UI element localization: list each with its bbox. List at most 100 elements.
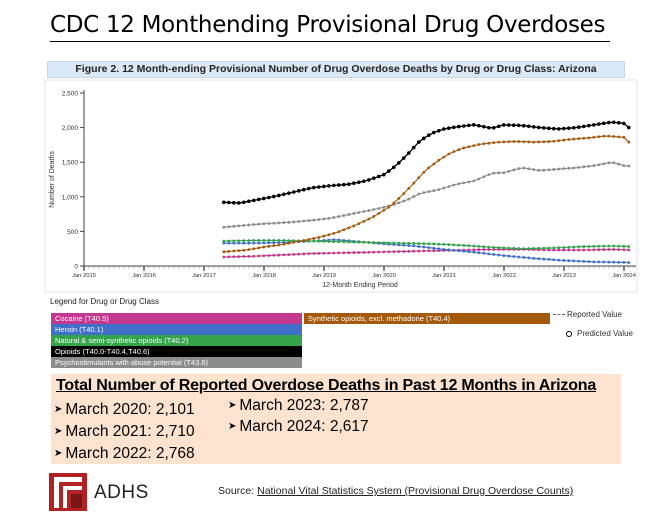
data-point [307, 186, 311, 191]
data-point [577, 259, 581, 263]
data-point [612, 161, 616, 165]
data-point [342, 214, 346, 217]
data-point [322, 217, 326, 221]
data-point [272, 221, 276, 225]
data-point [337, 183, 341, 187]
data-point [407, 197, 411, 201]
data-point [552, 168, 556, 171]
data-point [257, 254, 261, 258]
data-point [457, 124, 461, 129]
data-point [237, 224, 241, 228]
data-point [547, 168, 551, 172]
data-point [502, 246, 506, 250]
data-point [267, 238, 271, 242]
y-tick-label: 0 [74, 264, 78, 271]
data-point [347, 251, 351, 255]
x-tick-label: Jan 2020 [372, 273, 396, 279]
data-point [267, 244, 271, 248]
data-point [577, 248, 581, 252]
data-point [567, 259, 571, 263]
data-point [627, 164, 631, 168]
arrow-icon: ➤ [54, 448, 63, 460]
data-point [422, 245, 426, 249]
data-point [237, 255, 241, 259]
data-point [267, 195, 271, 200]
data-point [287, 191, 291, 195]
data-point [292, 240, 296, 244]
data-point [567, 138, 571, 141]
data-point [332, 231, 336, 235]
data-point [592, 248, 596, 252]
data-point [222, 241, 226, 245]
source-link[interactable]: National Vital Statistics System (Provis… [257, 485, 574, 497]
data-point [527, 256, 531, 260]
data-point [402, 192, 406, 195]
data-point [562, 259, 566, 262]
data-point [437, 247, 441, 251]
data-point [412, 195, 416, 198]
data-point [262, 222, 266, 226]
data-point [577, 166, 581, 169]
data-point [602, 248, 606, 251]
data-point [402, 250, 406, 253]
data-point [372, 241, 376, 244]
data-point [352, 181, 356, 186]
data-point [312, 218, 316, 222]
x-tick-label: Jan 2018 [252, 273, 276, 279]
data-point [497, 171, 501, 175]
data-point [262, 238, 266, 242]
data-point [362, 250, 366, 254]
data-point [487, 141, 491, 145]
data-point [547, 126, 551, 131]
data-point [607, 260, 611, 264]
data-point [407, 244, 411, 247]
data-point [537, 257, 541, 261]
legend-reported-value: Reported Value [553, 310, 622, 319]
data-point [552, 126, 556, 131]
data-point [332, 183, 336, 188]
data-point [582, 245, 586, 248]
data-point [507, 254, 511, 258]
data-point [372, 176, 376, 180]
data-point [327, 233, 331, 237]
data-point [507, 246, 511, 250]
data-point [427, 242, 431, 246]
data-point [252, 254, 256, 258]
data-point [332, 240, 336, 243]
data-point [237, 201, 241, 205]
y-tick-label: 500 [67, 229, 78, 236]
data-point [232, 224, 236, 228]
data-point [607, 120, 611, 125]
data-point [347, 213, 351, 216]
data-point [427, 190, 431, 194]
data-point [302, 219, 306, 223]
data-point [357, 180, 361, 185]
data-point [547, 258, 551, 261]
data-point [557, 248, 561, 252]
legend-item-cocaine: Cocaine (T40.5) [51, 313, 302, 324]
data-point [392, 250, 396, 254]
data-point [547, 248, 551, 252]
data-point [382, 205, 386, 209]
data-point [412, 145, 416, 150]
data-point [277, 193, 281, 198]
data-point [467, 180, 471, 184]
data-point [257, 241, 261, 245]
data-point [567, 245, 571, 249]
x-tick-label: Jan 2016 [132, 273, 156, 279]
data-point [302, 238, 306, 242]
data-point [297, 239, 301, 243]
data-point [292, 190, 296, 194]
data-point [347, 226, 351, 230]
data-point [352, 251, 356, 254]
data-point [617, 162, 621, 166]
data-point [277, 241, 281, 244]
data-point [402, 243, 406, 247]
data-point [277, 238, 281, 242]
data-point [562, 138, 566, 142]
data-point [502, 254, 506, 257]
data-point [432, 246, 436, 250]
data-point [587, 136, 591, 140]
data-point [252, 247, 256, 251]
data-point [342, 251, 346, 255]
